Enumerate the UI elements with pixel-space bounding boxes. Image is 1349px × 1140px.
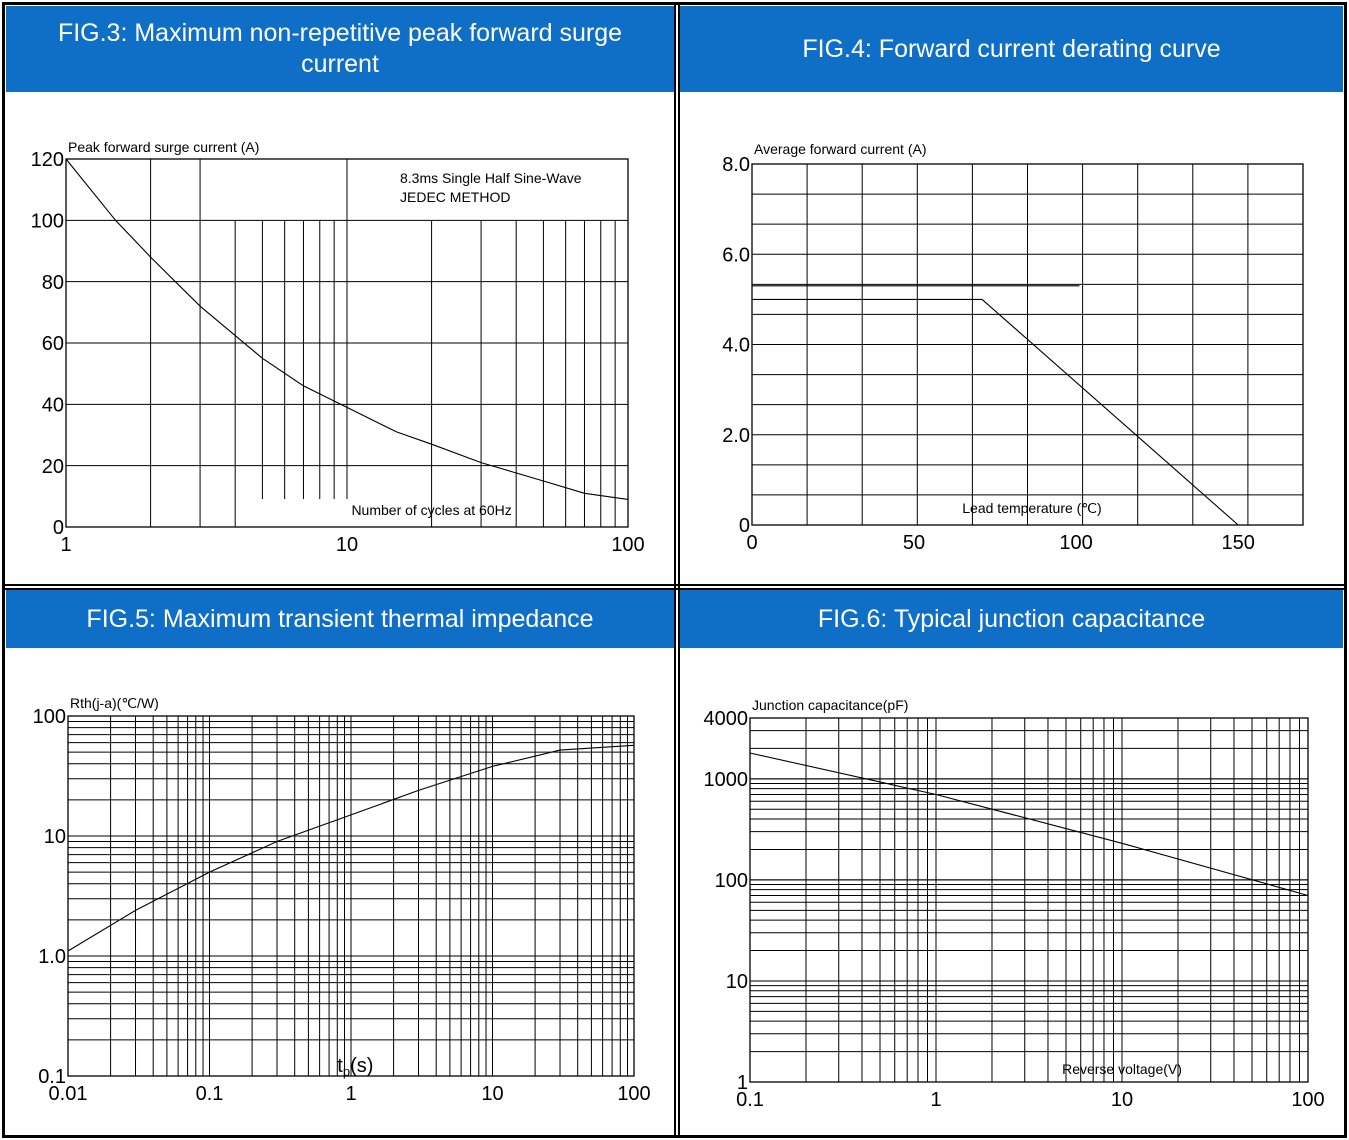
y-tick-label: 40 xyxy=(42,395,64,417)
panel-title: FIG.3: Maximum non-repetitive peak forwa… xyxy=(6,6,674,92)
x-tick-label: 100 xyxy=(611,534,644,556)
x-tick-label: 100 xyxy=(1291,1089,1324,1111)
x-tick-label: 0.1 xyxy=(736,1089,764,1111)
y-axis-label: Average forward current (A) xyxy=(754,141,926,157)
x-tick-label: 50 xyxy=(903,532,925,554)
y-tick-label: 60 xyxy=(42,333,64,355)
y-tick-label: 100 xyxy=(31,211,64,233)
y-tick-label: 0 xyxy=(53,517,64,539)
x-tick-label: 10 xyxy=(1111,1089,1133,1111)
x-tick-label: 100 xyxy=(1059,532,1092,554)
x-axis-label: Reverse voltage(V) xyxy=(1062,1061,1182,1077)
y-tick-label: 100 xyxy=(33,706,66,728)
surge-current-curve xyxy=(65,158,629,500)
y-tick-label: 120 xyxy=(31,149,64,171)
y-tick-label: 0.1 xyxy=(38,1066,66,1088)
annotation-line-1: 8.3ms Single Half Sine-Wave xyxy=(400,170,582,186)
x-axis-label: Lead temperature (℃) xyxy=(962,500,1101,516)
x-tick-label: 150 xyxy=(1221,532,1254,554)
derating-curve xyxy=(752,298,1239,526)
y-axis-label: Junction capacitance(pF) xyxy=(752,697,908,713)
panel-title: FIG.6: Typical junction capacitance xyxy=(680,590,1343,648)
y-tick-label: 1.0 xyxy=(38,946,66,968)
y-tick-label: 100 xyxy=(715,870,748,892)
panel-fig6: FIG.6: Typical junction capacitance 0.1 1… xyxy=(680,590,1343,1134)
y-tick-label: 1000 xyxy=(704,769,749,791)
y-tick-label: 10 xyxy=(726,971,748,993)
y-tick-label: 6.0 xyxy=(722,244,750,266)
y-tick-label: 80 xyxy=(42,272,64,294)
panel-fig4: FIG.4: Forward current derating curve 0 5… xyxy=(680,6,1343,584)
x-tick-label: 0.01 xyxy=(49,1083,88,1105)
panel-title: FIG.4: Forward current derating curve xyxy=(680,6,1343,92)
y-tick-label: 0 xyxy=(739,515,750,537)
y-tick-label: 4000 xyxy=(704,708,749,730)
x-tick-label: 10 xyxy=(336,534,358,556)
plot-frame xyxy=(749,717,1309,1083)
x-tick-label: 100 xyxy=(617,1083,650,1105)
x-tick-label: 0 xyxy=(746,532,757,554)
x-tick-label: 1 xyxy=(930,1089,941,1111)
y-axis-label: Peak forward surge current (A) xyxy=(68,139,259,155)
panel-title: FIG.5: Maximum transient thermal impedan… xyxy=(6,590,674,648)
x-tick-label: 1 xyxy=(345,1083,356,1105)
x-axis-label: tp(s) xyxy=(337,1055,373,1079)
y-tick-label: 4.0 xyxy=(722,335,750,357)
y-axis-label: Rth(j-a)(℃/W) xyxy=(70,695,159,711)
x-tick-label: 10 xyxy=(481,1083,503,1105)
x-tick-label: 0.1 xyxy=(196,1083,224,1105)
thermal-impedance-curve xyxy=(67,744,635,952)
x-tick-label: 1 xyxy=(60,534,71,556)
plot-frame xyxy=(65,158,629,528)
thermal-impedance-chart: 0.01 0.1 1 10 1000.11.010100Rth(j-a)(℃/W)tp(… xyxy=(33,695,651,1105)
panel-fig5: FIG.5: Maximum transient thermal impedan… xyxy=(6,590,674,1134)
y-tick-label: 10 xyxy=(44,826,66,848)
plot-frame xyxy=(751,163,1304,526)
y-tick-label: 20 xyxy=(42,456,64,478)
x-axis-label: Number of cycles at 60Hz xyxy=(351,502,511,518)
junction-capacitance-curve xyxy=(749,752,1309,897)
y-tick-label: 1 xyxy=(737,1072,748,1094)
y-tick-label: 2.0 xyxy=(722,425,750,447)
annotation-line-2: JEDEC METHOD xyxy=(400,189,510,205)
plot-frame xyxy=(67,715,635,1077)
panel-fig3: FIG.3: Maximum non-repetitive peak forwa… xyxy=(6,6,674,584)
y-tick-label: 8.0 xyxy=(722,154,750,176)
